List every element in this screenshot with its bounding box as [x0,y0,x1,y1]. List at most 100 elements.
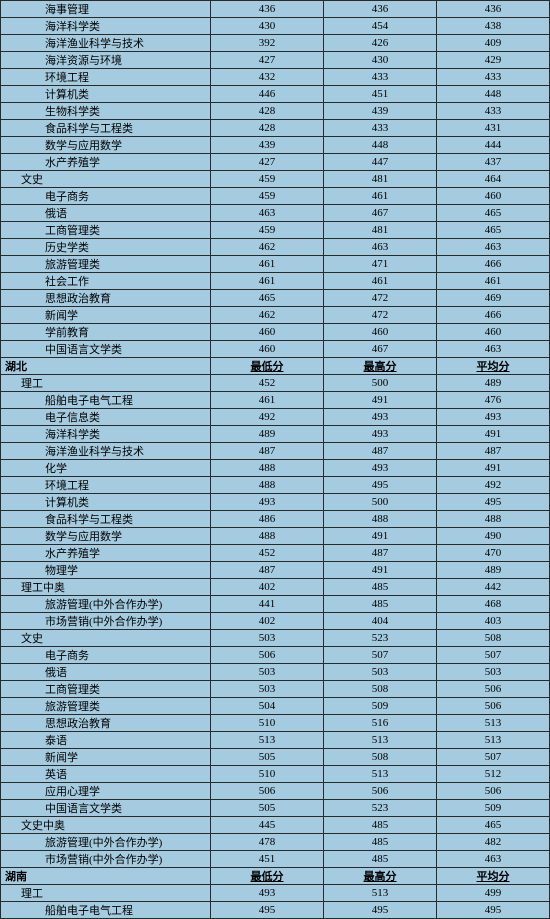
cell-high: 472 [324,307,437,324]
cell-low: 489 [211,426,324,443]
cell-high: 454 [324,18,437,35]
table-row: 理工493513499 [1,885,550,902]
row-name: 电子商务 [1,188,211,205]
row-name: 电子商务 [1,647,211,664]
table-row: 海洋渔业科学与技术487487487 [1,443,550,460]
row-name: 物理学 [1,562,211,579]
cell-avg: 495 [437,494,550,511]
row-name: 船舶电子电气工程 [1,902,211,919]
cell-low: 487 [211,443,324,460]
cell-low: 462 [211,307,324,324]
cell-high: 509 [324,698,437,715]
cell-avg: 466 [437,256,550,273]
cell-avg: 506 [437,681,550,698]
cell-avg: 平均分 [437,868,550,885]
cell-high: 451 [324,86,437,103]
cell-high: 491 [324,528,437,545]
row-name: 旅游管理类 [1,256,211,273]
table-row: 工商管理类503508506 [1,681,550,698]
row-name: 历史学类 [1,239,211,256]
row-name: 食品科学与工程类 [1,120,211,137]
cell-low: 488 [211,528,324,545]
row-name: 应用心理学 [1,783,211,800]
table-row: 俄语503503503 [1,664,550,681]
table-row: 中国语言文学类460467463 [1,341,550,358]
cell-low: 461 [211,256,324,273]
row-name: 俄语 [1,664,211,681]
table-row: 湖南最低分最高分平均分 [1,868,550,885]
table-row: 中国语言文学类505523509 [1,800,550,817]
row-name: 水产养殖学 [1,154,211,171]
table-row: 学前教育460460460 [1,324,550,341]
table-row: 思想政治教育510516513 [1,715,550,732]
row-name: 中国语言文学类 [1,800,211,817]
cell-avg: 507 [437,749,550,766]
cell-high: 500 [324,494,437,511]
cell-high: 493 [324,409,437,426]
table-row: 文史459481464 [1,171,550,188]
cell-low: 462 [211,239,324,256]
cell-high: 508 [324,749,437,766]
cell-high: 481 [324,171,437,188]
cell-low: 441 [211,596,324,613]
cell-high: 433 [324,120,437,137]
cell-avg: 491 [437,426,550,443]
cell-low: 439 [211,137,324,154]
cell-low: 492 [211,409,324,426]
table-row: 海洋资源与环境427430429 [1,52,550,69]
cell-low: 461 [211,273,324,290]
cell-low: 446 [211,86,324,103]
cell-avg: 463 [437,851,550,868]
cell-high: 471 [324,256,437,273]
row-name: 电子信息类 [1,409,211,426]
cell-avg: 470 [437,545,550,562]
cell-high: 461 [324,188,437,205]
cell-avg: 461 [437,273,550,290]
cell-high: 463 [324,239,437,256]
table-row: 新闻学505508507 [1,749,550,766]
cell-low: 392 [211,35,324,52]
table-row: 市场营销(中外合作办学)402404403 [1,613,550,630]
cell-low: 503 [211,630,324,647]
row-name: 俄语 [1,205,211,222]
row-name: 思想政治教育 [1,715,211,732]
row-name: 旅游管理(中外合作办学) [1,834,211,851]
cell-high: 485 [324,817,437,834]
table-row: 计算机类446451448 [1,86,550,103]
table-row: 海洋渔业科学与技术392426409 [1,35,550,52]
cell-high: 最高分 [324,358,437,375]
cell-avg: 513 [437,715,550,732]
cell-high: 439 [324,103,437,120]
cell-low: 488 [211,477,324,494]
cell-avg: 448 [437,86,550,103]
table-row: 环境工程488495492 [1,477,550,494]
cell-low: 428 [211,120,324,137]
cell-avg: 513 [437,732,550,749]
cell-avg: 460 [437,324,550,341]
table-row: 食品科学与工程类428433431 [1,120,550,137]
cell-high: 448 [324,137,437,154]
cell-high: 460 [324,324,437,341]
cell-high: 491 [324,392,437,409]
cell-low: 506 [211,647,324,664]
cell-low: 402 [211,579,324,596]
row-name: 计算机类 [1,86,211,103]
table-row: 物理学487491489 [1,562,550,579]
cell-high: 513 [324,732,437,749]
cell-low: 506 [211,783,324,800]
cell-low: 428 [211,103,324,120]
cell-avg: 487 [437,443,550,460]
cell-low: 460 [211,324,324,341]
row-name: 文史 [1,630,211,647]
row-name: 市场营销(中外合作办学) [1,613,211,630]
row-name: 理工中奥 [1,579,211,596]
cell-avg: 平均分 [437,358,550,375]
cell-avg: 482 [437,834,550,851]
table-row: 数学与应用数学439448444 [1,137,550,154]
cell-low: 436 [211,1,324,18]
cell-low: 463 [211,205,324,222]
row-name: 英语 [1,766,211,783]
cell-high: 447 [324,154,437,171]
cell-low: 459 [211,222,324,239]
cell-avg: 442 [437,579,550,596]
